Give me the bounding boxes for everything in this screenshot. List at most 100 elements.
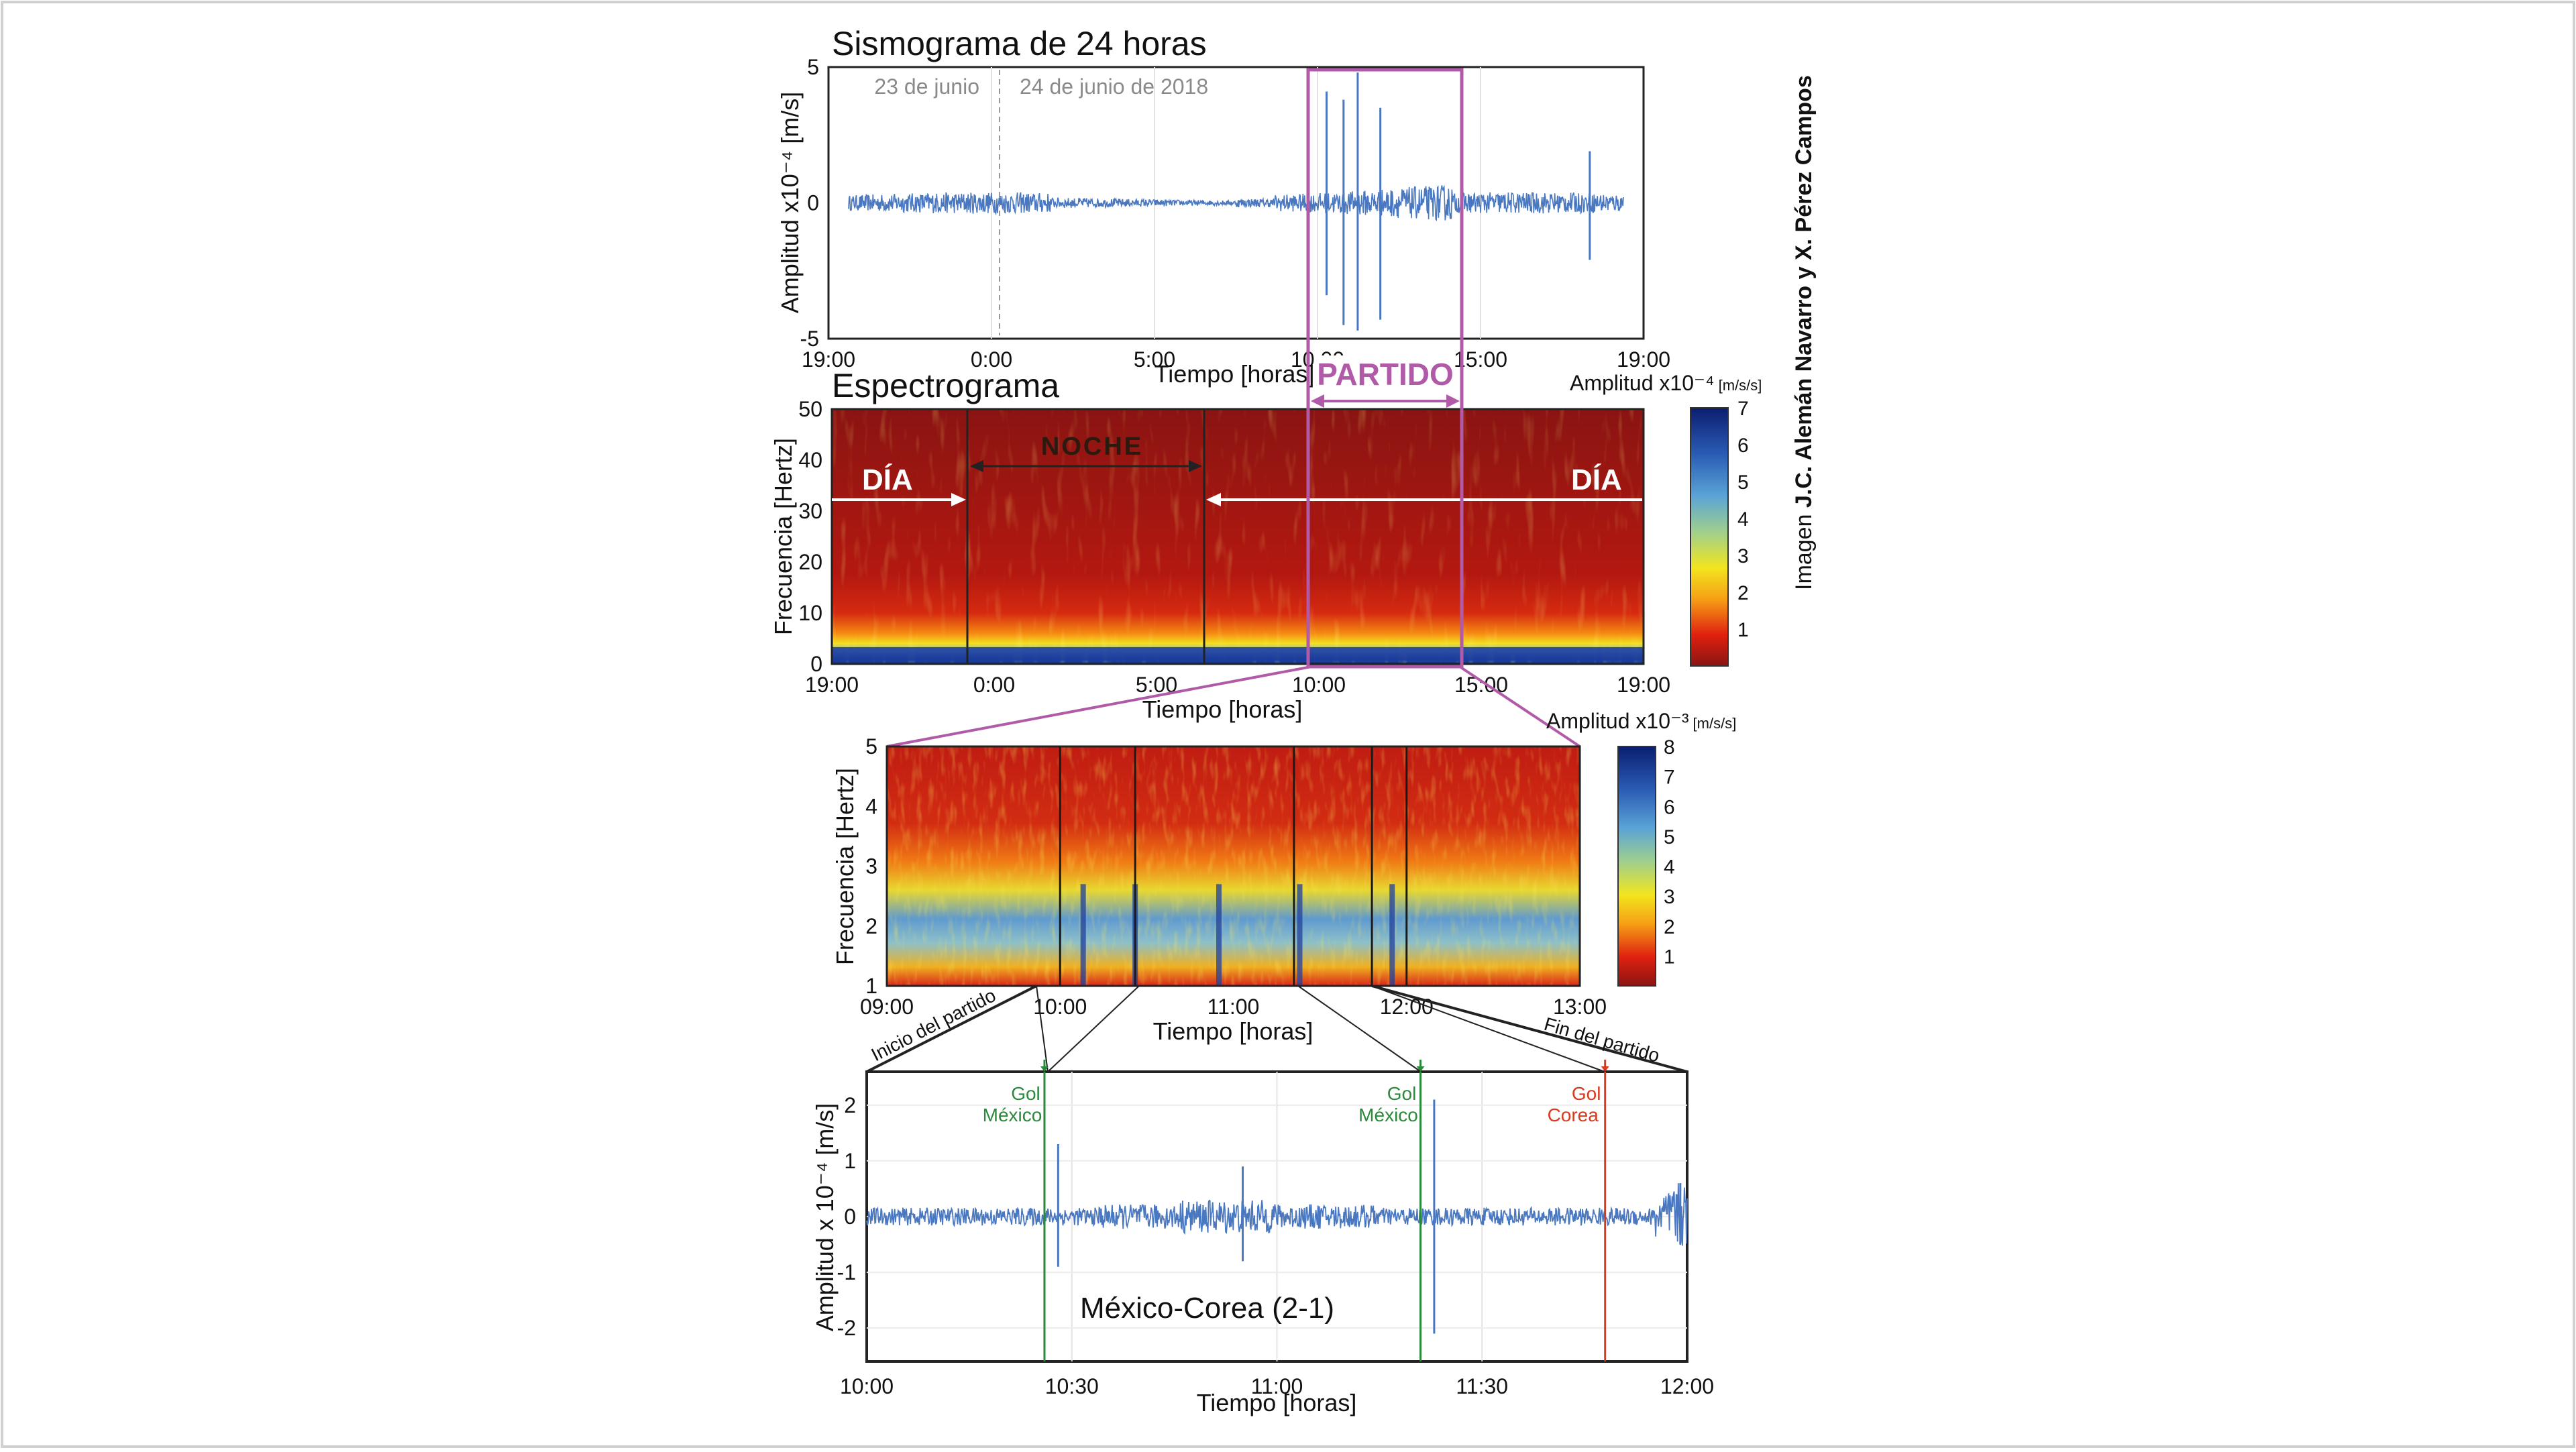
goal-label-line1: Gol: [1011, 1083, 1040, 1104]
spectrogram-ytick-label: 30: [798, 499, 822, 523]
match-ytick-label: 1: [844, 1149, 856, 1173]
goal-label-line2: México: [1358, 1105, 1418, 1125]
spectrogram-ytick-label: 50: [798, 397, 822, 421]
seismogram-title: Sismograma de 24 horas: [832, 25, 1207, 62]
zoom-spectrogram-ytick-label: 4: [865, 794, 877, 818]
colorbar2-tick-label: 1: [1664, 946, 1675, 968]
zoom-spectrogram-xtick-label: 11:00: [1208, 995, 1260, 1019]
match-xtick-label: 10:00: [840, 1374, 894, 1398]
match-ytick-label: -1: [837, 1260, 856, 1284]
spectrogram-24h-panel: Espectrograma NOCHE DÍA DÍA 50403020100 …: [769, 367, 1762, 723]
spectrogram-low-band: [832, 647, 1644, 661]
spectrogram-xlabel: Tiempo [horas]: [1142, 695, 1303, 723]
seismogram-ytick-label: 0: [807, 191, 819, 215]
seismogram-trace: [848, 184, 1624, 221]
match-xlabel: Tiempo [horas]: [1197, 1389, 1357, 1416]
colorbar1-ticks: 7 6 5 4 3 2 1: [1737, 398, 1749, 641]
colorbar2-tick-label: 4: [1664, 856, 1675, 879]
zoom-spectrogram-yticks: 5 4 3 2 1: [865, 734, 877, 998]
seismogram-ylabel: Amplitud x10⁻⁴ [m/s]: [776, 92, 804, 314]
zoom-spectrogram-xticks: 09:00 10:00 11:00 12:00 13:00: [860, 995, 1607, 1019]
match-ytick-label: 0: [844, 1205, 856, 1229]
gol1-connector-b: [1047, 985, 1140, 1072]
zoom-spectrogram-ylabel: Frecuencia [Hertz]: [831, 768, 859, 965]
colorbar2-tick-label: 8: [1664, 736, 1675, 759]
spectrogram-ylabel: Frecuencia [Hertz]: [769, 438, 797, 635]
spectrogram-ytick-label: 40: [798, 448, 822, 472]
goal-label-line1: Gol: [1387, 1083, 1417, 1104]
spectrogram-xtick-label: 0:00: [973, 673, 1015, 697]
zoom-spectrogram-xtick-label: 13:00: [1553, 995, 1607, 1019]
goal-arrow-head: [1040, 1066, 1049, 1072]
colorbar1: [1690, 407, 1729, 667]
inicio-connector: [866, 985, 1037, 1073]
zoom-spectrogram-xtick-label: 09:00: [860, 995, 914, 1019]
spectrogram-yticks: 50 40 30 20 10 0: [798, 397, 822, 676]
partido-arrow-left-head: [1311, 394, 1324, 408]
colorbar2-tick-label: 3: [1664, 886, 1675, 908]
colorbar1-tick-label: 3: [1737, 545, 1749, 567]
seismogram-24h-panel: Sismograma de 24 horas 23 de junio 24 de…: [776, 25, 1670, 388]
colorbar1-tick-label: 1: [1737, 619, 1749, 641]
colorbar1-tick-label: 5: [1737, 471, 1749, 494]
zoom-spectrogram-ytick-label: 2: [865, 914, 877, 938]
colorbar2-tick-label: 7: [1664, 767, 1675, 789]
spectrogram-xtick-label: 19:00: [1617, 673, 1670, 697]
gol1-connector: [1036, 985, 1049, 1072]
zoom-spectrogram-ytick-label: 5: [865, 734, 877, 759]
day1-label: 23 de junio: [874, 74, 979, 99]
fin-connector: [1371, 985, 1688, 1073]
colorbar2-ticks: 8 7 6 5 4 3 2 1: [1664, 736, 1675, 968]
day2-label: 24 de junio de 2018: [1020, 74, 1208, 99]
seismogram-ytick-label: -5: [800, 327, 819, 351]
seismogram-xtick-label: 19:00: [802, 347, 855, 372]
match-title: México-Corea (2-1): [1080, 1292, 1334, 1325]
spectrogram-xtick-label: 10:00: [1292, 673, 1346, 697]
zoom-spectrogram-texture: [887, 746, 1580, 986]
colorbar2-tick-label: 5: [1664, 826, 1675, 848]
spectrogram-ytick-label: 0: [810, 652, 822, 676]
colorbar2-tick-label: 6: [1664, 796, 1675, 818]
dia-left-arrow-head: [951, 493, 966, 506]
spectrogram-ytick-label: 20: [798, 550, 822, 574]
zoom-spectrogram-ytick-label: 3: [865, 854, 877, 879]
goal-arrow-head: [1416, 1066, 1425, 1072]
gol2-connector: [1297, 985, 1421, 1072]
dia-left-label: DÍA: [862, 463, 913, 496]
seismogram-ytick-label: 5: [807, 55, 819, 79]
zoom-connector-right: [1458, 665, 1581, 748]
spectrogram-xtick-label: 19:00: [805, 673, 859, 697]
colorbar1-tick-label: 2: [1737, 582, 1749, 604]
match-xtick-label: 11:00: [1251, 1374, 1303, 1398]
partido-arrow-right-head: [1446, 394, 1460, 408]
spectrogram-xticks: 19:00 0:00 5:00 10:00 15:00 19:00: [805, 673, 1670, 697]
zoom-burst: [1297, 884, 1303, 986]
seismogram-xtick-label: 0:00: [971, 347, 1012, 372]
noche-arrow-right-head: [1189, 460, 1202, 472]
match-ylabel: Amplitud x 10⁻⁴ [m/s]: [811, 1103, 839, 1332]
match-xtick-label: 12:00: [1660, 1374, 1714, 1398]
match-ytick-label: -2: [837, 1316, 856, 1340]
zoom-spectrogram-xtick-label: 10:00: [1033, 995, 1087, 1019]
zoom-spectrogram-frame: [885, 745, 1581, 987]
dia-right-label: DÍA: [1571, 463, 1622, 496]
match-xticks: 10:00 10:30 11:00 11:30 12:00: [840, 1374, 1714, 1398]
gol3-connector: [1371, 985, 1605, 1072]
spectrogram-texture: [832, 409, 1644, 664]
seismogram-xtick-label: 5:00: [1134, 347, 1175, 372]
spectrogram-ytick-label: 10: [798, 601, 822, 625]
partido-box: [1306, 68, 1464, 669]
zoom-spectrogram-event-lines: [1059, 746, 1408, 986]
fin-label: Fin del partido: [1542, 1013, 1662, 1066]
zoom-burst: [1389, 884, 1395, 986]
zoom-burst: [1216, 884, 1222, 986]
colorbar1-label: Amplitud x10⁻⁴ [m/s/s]: [1570, 371, 1762, 395]
partido-label: PARTIDO: [1317, 357, 1454, 392]
partido-highlight: PARTIDO: [886, 68, 1581, 748]
colorbar2: [1617, 746, 1656, 987]
image-credit: Imagen J.C. Alemán Navarro y X. Pérez Ca…: [1791, 75, 1817, 590]
match-yticks: 2 1 0 -1 -2: [837, 1093, 856, 1340]
